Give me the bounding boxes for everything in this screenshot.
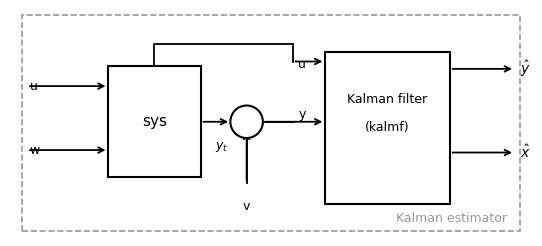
Text: sys: sys [142,114,167,129]
Text: v: v [243,200,250,214]
Text: $\hat{y}$: $\hat{y}$ [520,59,531,79]
Text: y: y [299,108,306,121]
Text: Kalman filter: Kalman filter [347,93,428,106]
Text: Kalman estimator: Kalman estimator [396,212,507,225]
Ellipse shape [230,106,263,138]
Text: u: u [30,80,38,92]
Text: $\hat{x}$: $\hat{x}$ [520,144,531,161]
Text: $y_t$: $y_t$ [215,140,229,154]
Text: (kalmf): (kalmf) [365,122,410,134]
Text: u: u [299,58,306,71]
Bar [22,15,520,231]
Bar [108,66,201,177]
Text: w: w [30,144,40,156]
Bar [325,52,450,204]
